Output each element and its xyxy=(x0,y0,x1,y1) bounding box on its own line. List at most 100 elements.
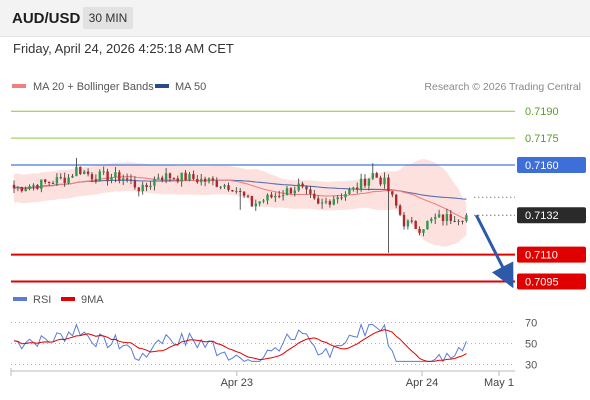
candle-body xyxy=(402,214,406,227)
candle-body xyxy=(395,194,398,206)
candle-body xyxy=(47,181,51,183)
candle-body xyxy=(122,178,125,181)
rsi-line xyxy=(13,323,467,363)
candle-body xyxy=(270,194,273,198)
level-label-box-4 xyxy=(517,246,586,263)
legend-label-9ma: 9MA xyxy=(81,294,104,306)
candle-body xyxy=(367,178,371,186)
candle-body xyxy=(410,220,413,222)
candle-body xyxy=(422,229,425,233)
rsi-tick-label-30: 30 xyxy=(525,360,537,372)
candle-body xyxy=(320,202,324,204)
candle-body xyxy=(55,177,59,184)
candle-body xyxy=(63,177,66,184)
candle-body xyxy=(445,214,449,221)
candle-body xyxy=(98,171,101,181)
candle-body xyxy=(324,201,328,203)
candle-body xyxy=(71,175,74,178)
candle-body xyxy=(348,189,351,195)
candle-body xyxy=(426,221,429,230)
candle-body xyxy=(118,172,121,181)
candle-body xyxy=(176,178,179,182)
candle-body xyxy=(106,171,109,181)
timeframe-button[interactable]: 30 MIN xyxy=(83,7,133,29)
forecast-arrow xyxy=(474,214,514,289)
candle-body xyxy=(437,214,441,218)
candle-body xyxy=(414,220,417,229)
level-label-2: 0.7160 xyxy=(525,160,559,172)
candle-body xyxy=(266,194,269,201)
level-label-box-2 xyxy=(517,157,586,174)
candle-body xyxy=(336,197,339,200)
level-label-1: 0.7175 xyxy=(525,133,559,145)
level-labels: 0.7190 0.7175 0.7160 0.7132 0.7110 0.7095 xyxy=(517,106,586,290)
candle-body xyxy=(430,218,433,222)
candle-body xyxy=(94,179,98,181)
candle-body xyxy=(203,178,207,182)
level-label-0: 0.7190 xyxy=(525,106,559,118)
level-label-4: 0.7110 xyxy=(525,250,558,262)
candle-body xyxy=(20,186,23,192)
copyright-text: Research © 2026 Trading Central xyxy=(424,81,581,93)
x-tick-label-1: Apr 24 xyxy=(406,377,438,389)
candle-body xyxy=(86,171,90,175)
x-axis: Apr 23 Apr 24 May 1 xyxy=(221,371,514,389)
legend-swatch-ma50 xyxy=(155,84,169,88)
candle-body xyxy=(289,188,293,194)
candle-body xyxy=(32,184,35,187)
candle-body xyxy=(219,186,222,188)
candle-body xyxy=(192,174,195,180)
candle-body xyxy=(40,179,43,189)
candle-body xyxy=(285,188,289,196)
chart-datetime: Friday, April 24, 2026 4:25:18 AM CET xyxy=(13,41,234,56)
candle-body xyxy=(153,178,156,186)
x-tick-label-0: Apr 23 xyxy=(221,377,253,389)
candle-body xyxy=(363,178,367,186)
candle-body xyxy=(239,191,242,193)
candle-body xyxy=(90,174,94,180)
candle-body xyxy=(441,214,445,221)
level-label-box-3 xyxy=(517,207,586,224)
candle-body xyxy=(36,184,39,189)
candle-body xyxy=(301,183,304,187)
legend-label-rsi: RSI xyxy=(33,294,51,306)
candle-body xyxy=(352,187,355,190)
candle-body xyxy=(125,178,129,180)
candle-body xyxy=(161,177,164,180)
candle-body xyxy=(196,179,199,183)
candle-body xyxy=(262,200,265,202)
candle-body xyxy=(418,228,421,233)
candle-body xyxy=(59,177,62,179)
candle-body xyxy=(344,194,347,198)
chart-toolbar: AUD/USD 30 MIN xyxy=(0,0,590,37)
legend-swatch-9ma xyxy=(61,297,75,301)
candle-body xyxy=(28,186,31,190)
candle-body xyxy=(449,214,452,221)
candle-body xyxy=(235,191,238,193)
candle-body xyxy=(465,215,468,221)
candle-body xyxy=(75,166,78,176)
legend-swatch-rsi xyxy=(13,297,27,301)
rsi-tick-label-70: 70 xyxy=(525,318,537,330)
candle-body xyxy=(211,178,215,181)
candle-body xyxy=(274,195,277,198)
candle-body xyxy=(246,195,250,197)
candle-body xyxy=(67,177,70,184)
candle-body xyxy=(24,189,27,192)
candle-body xyxy=(332,199,335,205)
candle-body xyxy=(254,203,257,207)
candle-body xyxy=(317,198,320,204)
candle-body xyxy=(398,205,402,215)
level-label-5: 0.7095 xyxy=(525,277,559,289)
candle-body xyxy=(16,186,20,189)
moving-averages xyxy=(13,175,467,220)
candle-body xyxy=(387,177,390,192)
candle-body xyxy=(457,220,460,222)
candle-body xyxy=(172,178,176,180)
candle-body xyxy=(223,185,226,187)
candle-body xyxy=(258,201,261,204)
candle-body xyxy=(278,195,281,197)
candle-body xyxy=(313,193,316,199)
ma20-line xyxy=(13,175,467,220)
